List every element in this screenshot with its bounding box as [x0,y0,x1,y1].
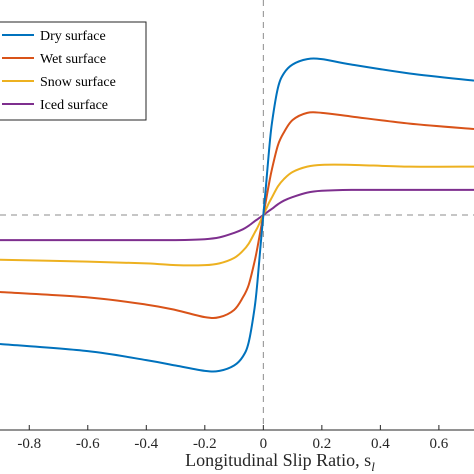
x-tick-label: -0.6 [76,436,100,452]
x-axis-label: Longitudinal Slip Ratio, sl [185,450,375,474]
wet-surface-legend-label: Wet surface [40,52,106,67]
legend: Dry surface Wet surface Snow surface Iced s… [0,21,147,121]
x-tick-label: 0 [260,436,268,452]
iced-surface-legend-label: Iced surface [40,98,108,113]
x-tick-label: -0.4 [134,436,158,452]
x-tick-label: 0.4 [371,436,390,452]
x-axis-label-subscript: l [371,459,375,474]
x-tick-label: -0.2 [193,436,217,452]
x-tick-label: 0.6 [430,436,449,452]
x-tick-label: -0.8 [17,436,41,452]
x-axis-label-text: Longitudinal Slip Ratio, s [185,450,371,470]
dry-surface-line [0,57,474,373]
snow-surface-legend-label: Snow surface [40,75,116,90]
dry-surface-legend-label: Dry surface [40,29,106,44]
x-tick-label: 0.2 [312,436,331,452]
x-ticks: -0.8 -0.6 -0.4 -0.2 0 0.2 0.4 0.6 [17,425,449,452]
series-layer [0,57,474,373]
